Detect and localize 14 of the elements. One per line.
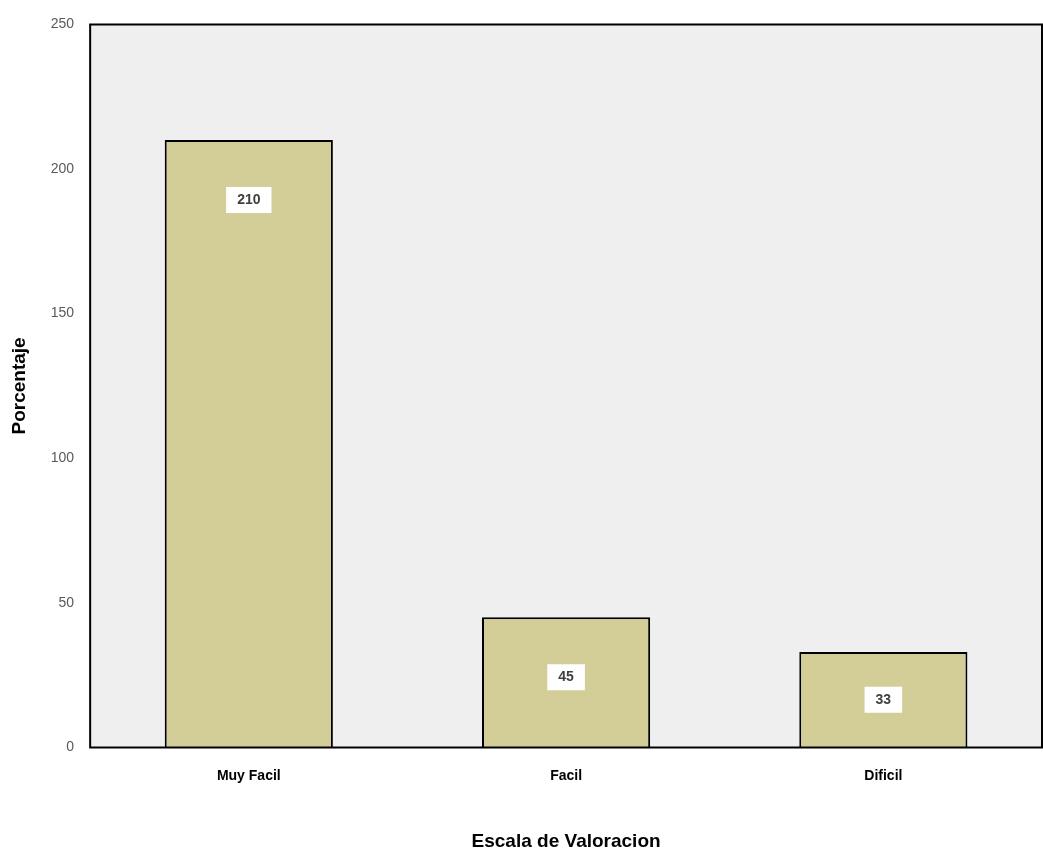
data-label: 45 [558,668,575,685]
y-tick-label: 50 [58,593,75,610]
y-tick-label: 0 [66,738,75,755]
y-tick-label: 200 [50,159,75,176]
x-axis-title: Escala de Valoracion [471,829,661,851]
data-label: 33 [875,690,892,707]
data-label: 210 [237,190,261,207]
y-tick-label: 100 [50,449,75,466]
y-tick-label: 150 [50,304,75,321]
x-tick-label: Muy Facil [216,766,281,783]
y-tick-label: 250 [50,15,75,32]
x-tick-label: Dificil [864,766,903,783]
x-tick-label: Facil [550,766,583,783]
y-axis-title: Porcentaje [7,337,29,435]
